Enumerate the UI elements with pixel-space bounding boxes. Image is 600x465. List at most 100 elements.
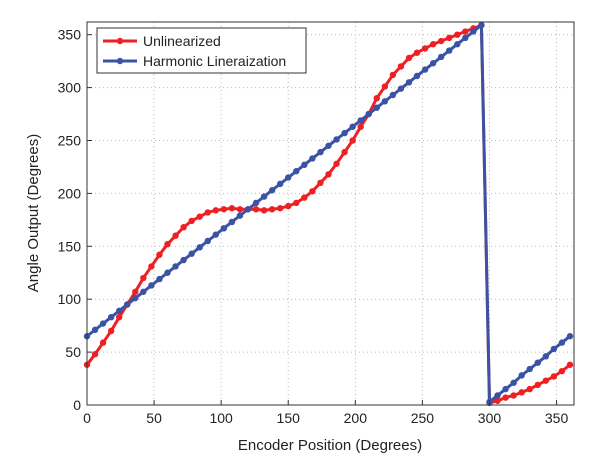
data-point	[132, 288, 139, 295]
data-point	[140, 288, 147, 295]
data-point	[349, 123, 356, 130]
series-line-1	[86, 22, 571, 405]
data-point	[268, 187, 276, 194]
series-line-0	[85, 22, 571, 405]
data-point	[566, 361, 574, 368]
data-point	[502, 385, 509, 393]
data-point	[518, 372, 525, 379]
data-point	[325, 171, 332, 178]
data-point	[550, 373, 558, 380]
x-axis-label: Encoder Position (Degrees)	[238, 437, 422, 454]
data-point	[365, 110, 372, 118]
data-point	[309, 188, 316, 195]
data-point	[91, 326, 99, 334]
y-tick-label: 350	[58, 27, 82, 43]
data-point	[220, 225, 228, 232]
data-point	[373, 104, 380, 111]
data-point	[510, 379, 517, 386]
y-tick-label: 100	[58, 291, 82, 307]
data-point	[413, 72, 421, 80]
legend-label: Unlinearized	[143, 33, 221, 49]
data-point	[462, 34, 469, 42]
data-point	[99, 339, 107, 346]
data-point	[309, 155, 316, 162]
data-point	[293, 199, 300, 207]
data-point	[212, 231, 219, 238]
legend-marker	[116, 57, 124, 65]
data-point	[421, 45, 429, 52]
data-point	[252, 199, 260, 207]
data-point	[437, 37, 445, 45]
data-point	[462, 28, 469, 35]
data-point	[526, 365, 533, 373]
series-group	[83, 21, 574, 407]
data-point	[429, 41, 437, 48]
data-point	[317, 179, 324, 187]
data-point	[180, 224, 187, 231]
data-point	[389, 91, 397, 99]
data-point	[164, 240, 171, 248]
data-point	[172, 232, 179, 239]
data-point	[341, 148, 348, 156]
y-tick-label: 200	[58, 185, 82, 201]
x-tick-label: 350	[545, 410, 569, 426]
data-point	[405, 54, 413, 62]
data-point	[293, 167, 300, 175]
data-point	[550, 345, 558, 353]
legend-label: Harmonic Lineraization	[143, 53, 286, 69]
data-point	[413, 49, 421, 56]
data-point	[389, 71, 397, 79]
data-point	[429, 60, 437, 67]
data-point	[526, 385, 533, 393]
data-point	[188, 217, 195, 225]
data-point	[437, 53, 445, 61]
data-point	[180, 256, 187, 264]
x-tick-label: 50	[146, 410, 162, 426]
data-point	[188, 250, 195, 257]
y-tick-label: 0	[73, 397, 81, 413]
y-tick-label: 300	[58, 80, 82, 96]
data-point	[196, 213, 203, 220]
data-point	[196, 244, 203, 251]
data-point	[156, 275, 163, 283]
legend: Unlinearized Harmonic Lineraization	[96, 27, 307, 74]
data-point	[421, 66, 429, 73]
legend-marker	[116, 37, 124, 45]
data-point	[502, 394, 509, 401]
data-point	[333, 160, 340, 167]
data-point	[244, 206, 252, 213]
data-point	[236, 212, 244, 219]
data-point	[220, 206, 228, 213]
data-point	[494, 392, 501, 399]
y-tick-label: 250	[58, 132, 82, 148]
data-point	[115, 307, 123, 315]
data-point	[558, 339, 566, 346]
data-point	[470, 28, 477, 35]
data-point	[91, 351, 99, 358]
data-point	[446, 47, 453, 54]
data-point	[228, 218, 236, 226]
data-point	[357, 123, 364, 130]
data-point	[325, 142, 332, 149]
data-point	[381, 83, 389, 90]
data-point	[276, 205, 284, 212]
legend-box	[96, 27, 307, 74]
x-tick-label: 200	[344, 410, 368, 426]
data-point	[349, 137, 356, 144]
y-axis-label: Angle Output (Degrees)	[25, 134, 42, 292]
data-point	[148, 282, 155, 289]
data-point	[115, 313, 123, 321]
data-point	[301, 161, 308, 169]
data-point	[204, 209, 211, 216]
data-point	[510, 392, 517, 399]
data-point	[236, 206, 244, 213]
data-point	[228, 205, 236, 212]
data-point	[534, 359, 541, 366]
x-tick-label: 0	[83, 410, 91, 426]
ticks: 0 50 100 150 200 250 300 350 0 50 100 150 200 250 300 3…	[58, 27, 569, 426]
data-point	[285, 174, 292, 181]
data-point	[276, 180, 284, 188]
data-point	[357, 117, 364, 124]
axes-frame	[86, 21, 575, 406]
